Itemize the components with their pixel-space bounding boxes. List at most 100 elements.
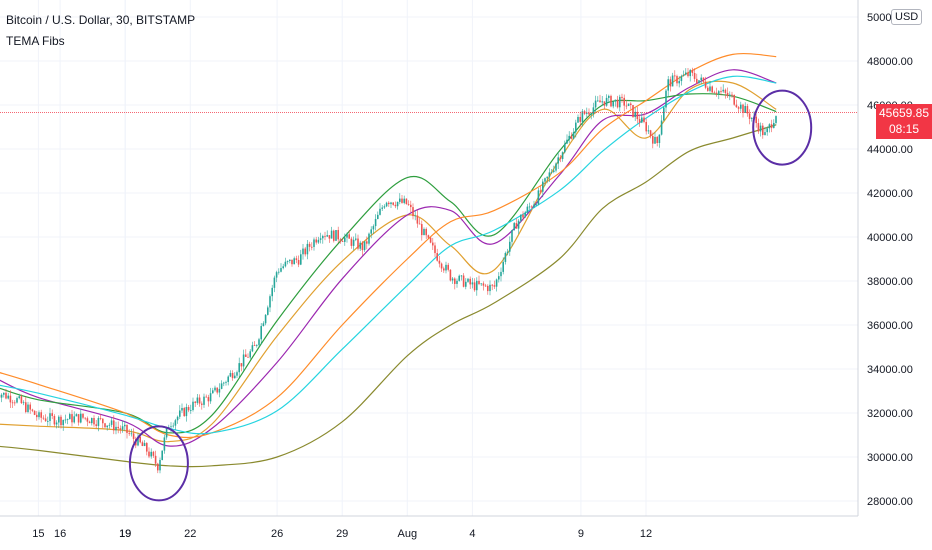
currency-badge[interactable]: USD <box>891 9 923 25</box>
candle-body <box>262 323 265 327</box>
symbol-title[interactable]: Bitcoin / U.S. Dollar, 30, BITSTAMP <box>6 13 196 27</box>
candle-body <box>143 443 146 446</box>
y-tick-label: 32000.00 <box>867 408 913 420</box>
candle-body <box>724 89 727 93</box>
candle-body <box>269 296 271 308</box>
candle-body <box>546 176 548 179</box>
candle-body <box>84 417 86 419</box>
tema-series-line <box>0 75 777 435</box>
y-tick-label: 48000.00 <box>867 56 913 68</box>
candle-body <box>427 235 430 238</box>
candle-body <box>515 223 518 229</box>
candle-body <box>38 412 40 418</box>
candle-body <box>141 442 144 446</box>
candle-body <box>192 401 194 411</box>
candle-body <box>634 111 636 118</box>
candle-body <box>746 106 749 114</box>
candle-body <box>572 132 575 139</box>
candle-body <box>621 96 623 98</box>
candle-body <box>205 396 207 398</box>
candle-body <box>669 79 672 87</box>
candle-body <box>575 122 577 133</box>
y-tick-label: 40000.00 <box>867 232 913 244</box>
candle-body <box>322 235 324 239</box>
candle-body <box>526 206 529 213</box>
candle-body <box>691 70 694 74</box>
candle-body <box>436 253 438 261</box>
candle-body <box>119 428 122 430</box>
candle-body <box>165 427 168 438</box>
candle-body <box>460 275 463 277</box>
candle-body <box>440 263 443 269</box>
candle-body <box>60 416 62 426</box>
candle-body <box>698 80 700 83</box>
candle-body <box>674 75 676 77</box>
candle-body <box>748 113 751 119</box>
candle-body <box>755 116 757 124</box>
candle-body <box>130 433 133 435</box>
x-tick-label: 26 <box>271 528 283 540</box>
candle-body <box>392 202 394 205</box>
candle-body <box>194 401 196 403</box>
candle-body <box>704 81 707 88</box>
candle-body <box>566 139 568 144</box>
candle-body <box>434 245 436 254</box>
candle-body <box>693 73 696 79</box>
candle-body <box>553 170 555 172</box>
candle-body <box>300 254 302 265</box>
candle-body <box>187 407 190 411</box>
candle-body <box>577 116 579 123</box>
candle-body <box>106 425 108 428</box>
candle-body <box>258 339 260 345</box>
candle-body <box>542 181 544 192</box>
candle-body <box>484 285 487 287</box>
candle-body <box>447 264 449 270</box>
candle-body <box>638 119 641 123</box>
x-tick-label: 19 <box>119 528 131 540</box>
candle-body <box>352 239 355 246</box>
candle-body <box>379 208 381 215</box>
candle-body <box>27 404 29 412</box>
candle-body <box>20 396 23 404</box>
candle-body <box>225 381 227 383</box>
candle-body <box>687 72 689 77</box>
candle-body <box>216 387 218 393</box>
y-tick-label: 34000.00 <box>867 364 913 376</box>
candle-body <box>555 163 557 171</box>
candle-body <box>102 418 104 424</box>
candle-body <box>517 220 520 229</box>
candle-body <box>647 130 650 132</box>
candle-body <box>209 393 212 402</box>
candle-body <box>284 261 287 267</box>
candle-body <box>491 284 493 286</box>
candle-body <box>278 271 280 273</box>
candle-body <box>429 237 432 243</box>
candle-body <box>740 104 742 109</box>
candle-body <box>104 423 106 428</box>
indicator-label[interactable]: TEMA Fibs <box>6 34 65 48</box>
candle-body <box>509 241 511 252</box>
candle-body <box>608 95 610 98</box>
candle-body <box>11 402 14 404</box>
candle-body <box>588 112 590 115</box>
x-tick-label: 12 <box>640 528 652 540</box>
candle-body <box>117 426 119 429</box>
candle-body <box>271 287 273 297</box>
candle-body <box>304 248 306 255</box>
x-tick-label: 29 <box>336 528 348 540</box>
candle-body <box>449 269 452 281</box>
candle-body <box>172 425 174 427</box>
candle-body <box>495 279 498 287</box>
candle-body <box>729 94 731 97</box>
candle-body <box>394 204 397 207</box>
candle-body <box>665 90 667 108</box>
price-axis[interactable]: 28000.00 30000.00 32000.00 34000.00 36000.00… <box>867 12 913 508</box>
candle-body <box>506 251 509 253</box>
candle-body <box>625 105 628 107</box>
candle-body <box>383 206 386 208</box>
candle-body <box>53 415 56 425</box>
candle-body <box>601 101 603 103</box>
candle-body <box>462 275 465 287</box>
